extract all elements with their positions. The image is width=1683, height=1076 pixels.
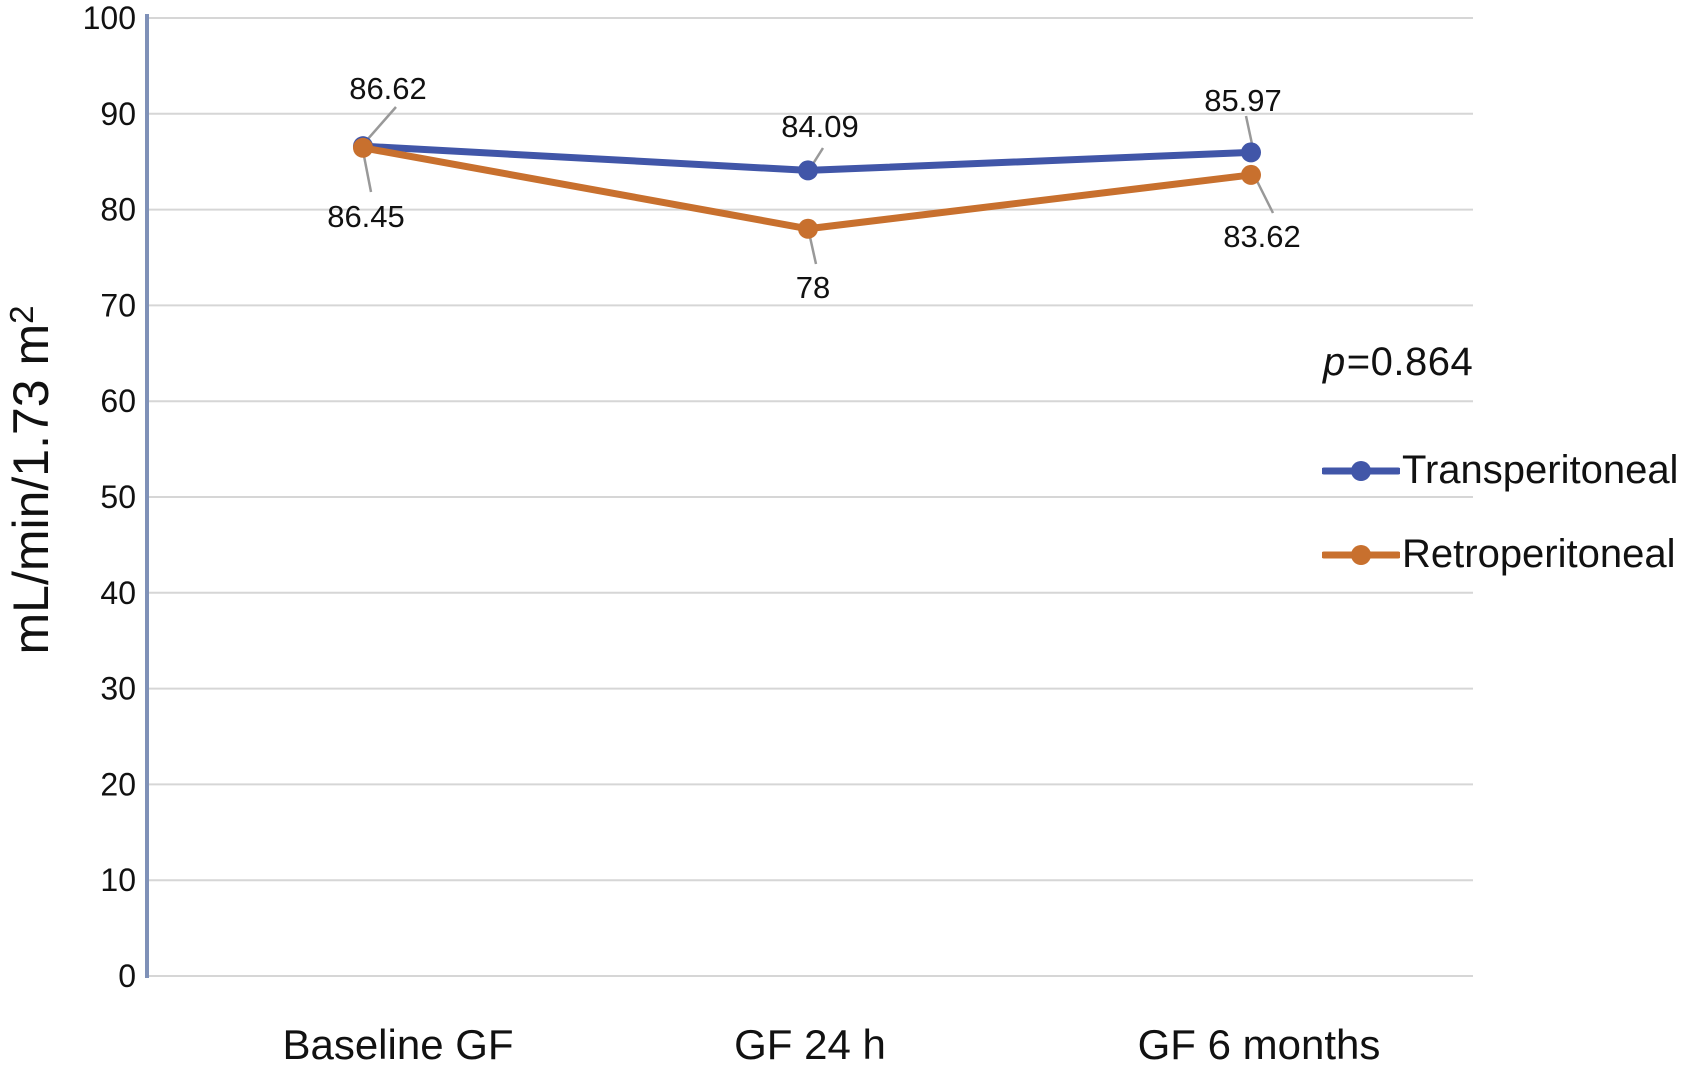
transperitoneal-marker	[798, 160, 818, 181]
y-axis-title: mL/min/1.73 m2	[3, 305, 59, 654]
y-tick-label: 100	[83, 0, 136, 36]
retroperitoneal-data-label: 86.45	[327, 199, 405, 234]
retroperitoneal-data-label: 78	[796, 270, 830, 305]
y-tick-label: 30	[100, 671, 136, 707]
y-tick-label: 70	[100, 287, 136, 323]
label-leader-line	[1244, 115, 1254, 145]
p-value-annotation: p=0.864	[1323, 340, 1473, 385]
x-category-label-baseline: Baseline GF	[282, 1021, 514, 1068]
y-tick-label: 40	[100, 575, 136, 611]
y-tick-label: 80	[100, 192, 136, 228]
y-tick-label: 0	[118, 958, 136, 994]
y-tick-label: 10	[100, 862, 136, 898]
label-leader-line	[362, 155, 373, 193]
retroperitoneal-line-marker-icon	[1322, 544, 1400, 565]
legend-marker-dot	[1351, 544, 1371, 565]
y-tick-label: 50	[100, 479, 136, 515]
legend-item-retroperitoneal: Retroperitoneal	[1322, 532, 1676, 577]
retroperitoneal-marker	[353, 137, 373, 158]
y-tick-label: 90	[100, 96, 136, 132]
x-category-label-6months: GF 6 months	[1137, 1021, 1381, 1068]
label-leader-line	[808, 236, 818, 265]
legend-label: Transperitoneal	[1402, 448, 1679, 492]
legend-marker-dot	[1351, 460, 1371, 481]
legend-item-transperitoneal: Transperitoneal	[1322, 448, 1678, 493]
label-leader-line	[366, 106, 397, 141]
transperitoneal-marker	[1241, 142, 1261, 163]
transperitoneal-data-label: 86.62	[349, 71, 427, 106]
p-symbol: p	[1323, 340, 1346, 384]
y-tick-label: 60	[100, 383, 136, 419]
x-category-label-24h: GF 24 h	[734, 1021, 886, 1068]
transperitoneal-line-marker-icon	[1322, 460, 1400, 481]
legend-label: Retroperitoneal	[1402, 532, 1676, 576]
retroperitoneal-marker	[1241, 164, 1261, 185]
y-tick-label: 20	[100, 766, 136, 802]
p-value-text: =0.864	[1346, 340, 1474, 384]
label-leader-line	[1255, 180, 1275, 214]
retroperitoneal-data-label: 83.62	[1223, 219, 1301, 254]
transperitoneal-data-label: 85.97	[1204, 83, 1282, 118]
transperitoneal-data-label: 84.09	[781, 109, 859, 144]
retroperitoneal-marker	[798, 218, 818, 239]
